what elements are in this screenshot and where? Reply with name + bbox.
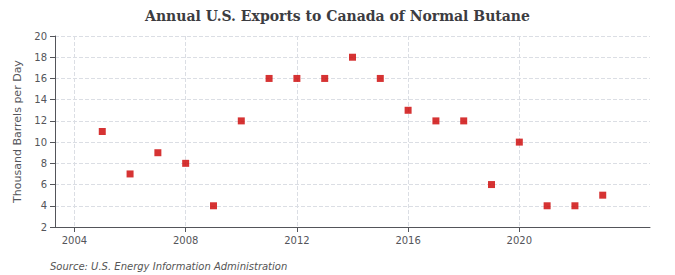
svg-text:14: 14	[34, 94, 47, 105]
svg-text:6: 6	[41, 179, 47, 190]
svg-text:16: 16	[34, 73, 47, 84]
svg-text:20: 20	[34, 31, 47, 42]
svg-text:Thousand Barrels per Day: Thousand Barrels per Day	[11, 60, 24, 204]
svg-text:12: 12	[34, 115, 47, 126]
svg-text:2: 2	[41, 222, 47, 233]
svg-text:2012: 2012	[284, 235, 309, 246]
svg-text:18: 18	[34, 52, 47, 63]
svg-text:Source: U.S. Energy Informatio: Source: U.S. Energy Information Administ…	[50, 261, 287, 272]
svg-text:2008: 2008	[173, 235, 198, 246]
svg-text:2016: 2016	[395, 235, 420, 246]
svg-text:10: 10	[34, 137, 47, 148]
svg-text:8: 8	[41, 158, 47, 169]
svg-text:2004: 2004	[62, 235, 87, 246]
svg-text:2020: 2020	[507, 235, 532, 246]
svg-text:4: 4	[41, 200, 47, 211]
svg-text:Annual U.S. Exports to Canada: Annual U.S. Exports to Canada of Normal …	[144, 8, 530, 24]
